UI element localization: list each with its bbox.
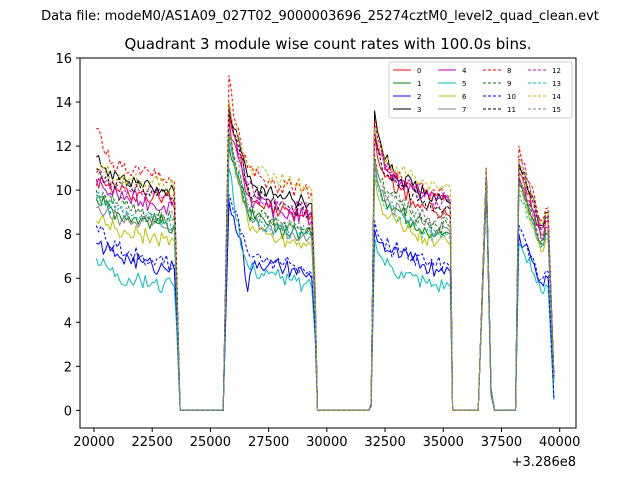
x-tick-label: 35000 bbox=[423, 435, 464, 450]
legend-label-2: 2 bbox=[417, 93, 421, 101]
x-tick-label: 32500 bbox=[364, 435, 405, 450]
y-tick-label: 16 bbox=[55, 52, 72, 67]
y-tick-label: 6 bbox=[64, 272, 72, 287]
legend-label-3: 3 bbox=[417, 106, 421, 114]
y-tick-label: 2 bbox=[64, 360, 72, 375]
plot-area bbox=[80, 58, 576, 428]
x-tick-label: 22500 bbox=[132, 435, 173, 450]
y-tick-label: 14 bbox=[55, 96, 72, 111]
axes-frame bbox=[79, 57, 577, 429]
y-tick-label: 4 bbox=[64, 316, 72, 331]
y-tick-label: 10 bbox=[55, 184, 72, 199]
y-tick-label: 0 bbox=[64, 404, 72, 419]
series-line-15 bbox=[95, 132, 555, 411]
legend-label-11: 11 bbox=[507, 106, 516, 114]
x-axis-offset-label: +3.286e8 bbox=[512, 455, 576, 470]
y-tick-label: 12 bbox=[55, 140, 72, 155]
x-tick-label: 40000 bbox=[539, 435, 580, 450]
axes-ticks: 20000 22500 25000 27500 30000 32500 35000 37500… bbox=[55, 52, 580, 450]
data-file-caption: Data file: modeM0/AS1A09_027T02_90000036… bbox=[41, 9, 599, 24]
chart-title: Quadrant 3 module wise count rates with … bbox=[124, 35, 531, 53]
x-tick-label: 25000 bbox=[190, 435, 231, 450]
legend-label-6: 6 bbox=[462, 93, 467, 101]
x-tick-label: 27500 bbox=[248, 435, 289, 450]
legend-label-10: 10 bbox=[507, 93, 516, 101]
x-tick-label: 37500 bbox=[481, 435, 522, 450]
legend-label-5: 5 bbox=[462, 80, 466, 88]
y-tick-label: 8 bbox=[64, 228, 72, 243]
legend-label-8: 8 bbox=[507, 67, 511, 75]
legend-label-9: 9 bbox=[507, 80, 511, 88]
legend-label-4: 4 bbox=[462, 67, 467, 75]
legend-label-12: 12 bbox=[552, 67, 561, 75]
legend-label-14: 14 bbox=[552, 93, 561, 101]
legend-label-13: 13 bbox=[552, 80, 561, 88]
legend-label-1: 1 bbox=[417, 80, 421, 88]
x-tick-label: 20000 bbox=[73, 435, 114, 450]
x-tick-label: 30000 bbox=[306, 435, 347, 450]
legend-box bbox=[388, 61, 573, 119]
legend-label-15: 15 bbox=[552, 106, 561, 114]
legend-label-0: 0 bbox=[417, 67, 421, 75]
series-lines bbox=[95, 75, 555, 411]
legend-label-7: 7 bbox=[462, 106, 466, 114]
